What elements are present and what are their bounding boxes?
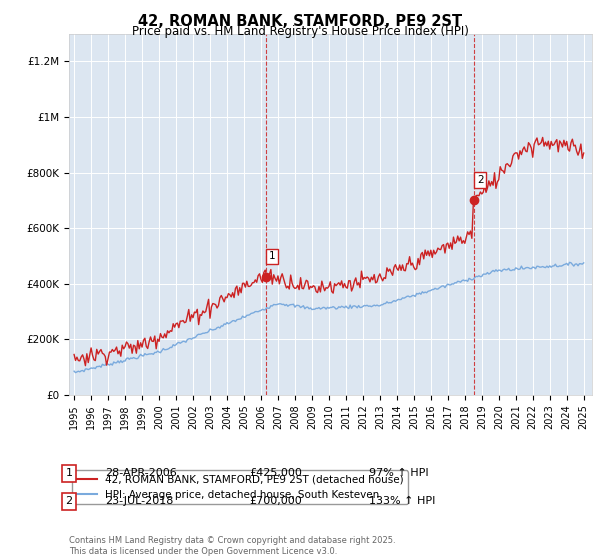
Text: 1: 1 [269,251,275,262]
Text: 97% ↑ HPI: 97% ↑ HPI [369,468,428,478]
Text: £700,000: £700,000 [249,496,302,506]
Text: 42, ROMAN BANK, STAMFORD, PE9 2ST: 42, ROMAN BANK, STAMFORD, PE9 2ST [138,14,462,29]
Text: 2: 2 [477,175,484,185]
Text: £425,000: £425,000 [249,468,302,478]
Text: 28-APR-2006: 28-APR-2006 [105,468,177,478]
Text: 2: 2 [65,496,73,506]
Text: Contains HM Land Registry data © Crown copyright and database right 2025.
This d: Contains HM Land Registry data © Crown c… [69,536,395,556]
Text: 23-JUL-2018: 23-JUL-2018 [105,496,173,506]
Legend: 42, ROMAN BANK, STAMFORD, PE9 2ST (detached house), HPI: Average price, detached: 42, ROMAN BANK, STAMFORD, PE9 2ST (detac… [71,470,408,504]
Text: 1: 1 [65,468,73,478]
Text: Price paid vs. HM Land Registry's House Price Index (HPI): Price paid vs. HM Land Registry's House … [131,25,469,38]
Text: 133% ↑ HPI: 133% ↑ HPI [369,496,436,506]
